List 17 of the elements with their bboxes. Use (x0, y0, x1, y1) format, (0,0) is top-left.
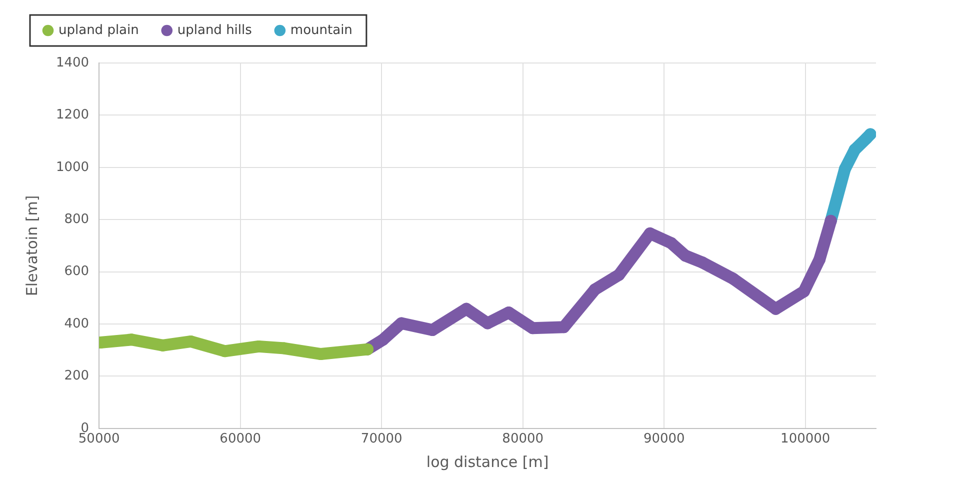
x-tick-label: 90000 (643, 432, 685, 447)
x-tick-label: 70000 (360, 432, 402, 447)
x-tick-label: 100000 (780, 432, 830, 447)
x-axis-title: log distance [m] (426, 452, 549, 471)
y-tick-label: 200 (64, 368, 90, 384)
legend-label: upland plain (58, 22, 139, 38)
x-tick-label: 60000 (220, 432, 262, 447)
y-tick-label: 1400 (56, 55, 90, 70)
y-tick-label: 400 (64, 316, 90, 332)
y-tick-label: 1200 (56, 108, 90, 123)
legend-label: upland hills (177, 22, 252, 38)
y-tick-label: 1000 (56, 160, 90, 175)
y-tick-label: 800 (64, 212, 90, 227)
legend-label: mountain (290, 22, 352, 38)
y-tick-label: 600 (64, 264, 90, 280)
y-axis-title: Elevatoin [m] (22, 195, 41, 296)
x-tick-label: 80000 (502, 432, 544, 447)
